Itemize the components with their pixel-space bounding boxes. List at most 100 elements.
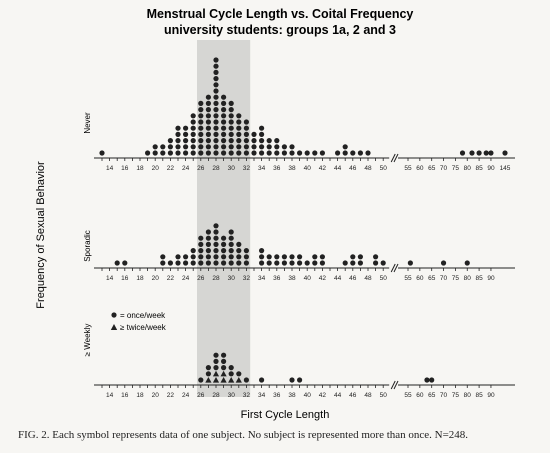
axis-break-mark (393, 153, 399, 163)
data-point (476, 150, 482, 156)
data-point (213, 254, 219, 260)
data-point (160, 254, 166, 260)
data-point (198, 235, 204, 241)
x-tick-label: 65 (428, 392, 436, 399)
data-point (205, 371, 211, 377)
data-point (335, 150, 341, 156)
data-point (205, 254, 211, 260)
x-tick-label: 32 (243, 275, 251, 282)
data-point (243, 138, 249, 144)
x-tick-label: 34 (258, 275, 266, 282)
data-point (198, 131, 204, 137)
x-tick-label: 46 (349, 165, 357, 172)
data-point (464, 260, 470, 266)
data-point (183, 125, 189, 131)
x-axis-label: First Cycle Length (241, 409, 330, 421)
data-point (183, 144, 189, 150)
data-point-twice-weekly (212, 377, 220, 383)
x-tick-label: 20 (152, 165, 160, 172)
data-point (289, 254, 295, 260)
x-tick-label: 90 (487, 392, 495, 399)
data-point (122, 260, 128, 266)
data-point (281, 254, 287, 260)
x-tick-label: 38 (288, 392, 296, 399)
x-tick-label: 80 (464, 275, 472, 282)
data-point (289, 150, 295, 156)
data-point (274, 138, 280, 144)
data-point (373, 254, 379, 260)
data-point (274, 150, 280, 156)
data-point (167, 260, 173, 266)
x-tick-label: 42 (319, 392, 327, 399)
data-point (114, 260, 120, 266)
axis-break-mark (393, 263, 399, 273)
data-point (228, 241, 234, 247)
data-point (205, 229, 211, 235)
x-tick-label: 18 (136, 392, 144, 399)
x-tick-label: 36 (273, 392, 281, 399)
x-tick-label: 22 (167, 165, 175, 172)
data-point (183, 254, 189, 260)
legend-twice-label: ≥ twice/week (120, 323, 167, 332)
chart-title-line1: Menstrual Cycle Length vs. Coital Freque… (147, 7, 414, 21)
data-point (243, 248, 249, 254)
data-point (221, 144, 227, 150)
data-point (175, 254, 181, 260)
data-point (213, 235, 219, 241)
x-tick-label: 34 (258, 392, 266, 399)
data-point (259, 144, 265, 150)
x-tick-label: 16 (121, 275, 129, 282)
data-point (281, 260, 287, 266)
data-point (297, 150, 303, 156)
x-tick-label: 18 (136, 275, 144, 282)
x-tick-label: 24 (182, 165, 190, 172)
data-point (205, 260, 211, 266)
data-point (483, 150, 489, 156)
data-point (213, 223, 219, 229)
data-point (259, 377, 265, 383)
data-point (221, 119, 227, 125)
data-point (221, 235, 227, 241)
data-point (190, 248, 196, 254)
data-point (213, 131, 219, 137)
data-point (357, 260, 363, 266)
panel-label-never: Never (83, 112, 92, 134)
data-point (251, 131, 257, 137)
panel-sporadic: 14 16 18 20 22 24 26 28 30 32 34 36 38 40 42 44 46 48 50 55… (94, 223, 515, 282)
data-point (236, 254, 242, 260)
data-point (488, 150, 494, 156)
x-tick-label: 145 (500, 165, 511, 172)
data-point (251, 150, 257, 156)
data-point (357, 254, 363, 260)
data-point-twice-weekly (235, 377, 242, 383)
data-point (190, 260, 196, 266)
x-tick-label: 75 (452, 392, 460, 399)
data-point (304, 150, 310, 156)
data-point (190, 125, 196, 131)
x-tick-label: 80 (464, 392, 472, 399)
data-point (167, 144, 173, 150)
data-point (213, 241, 219, 247)
data-point (190, 254, 196, 260)
data-point (205, 94, 211, 100)
x-tick-label: 26 (197, 275, 205, 282)
data-point (198, 248, 204, 254)
data-point (236, 248, 242, 254)
x-tick-label: 40 (304, 275, 312, 282)
x-tick-label: 85 (475, 275, 483, 282)
x-tick-label: 18 (136, 165, 144, 172)
data-point (350, 260, 356, 266)
data-point (228, 138, 234, 144)
data-point (274, 254, 280, 260)
x-tick-label: 22 (167, 392, 175, 399)
data-point (342, 150, 348, 156)
x-tick-label: 90 (487, 165, 495, 172)
chart-title-line2: university students: groups 1a, 2 and 3 (164, 23, 396, 37)
x-tick-label: 70 (440, 275, 448, 282)
data-point (205, 248, 211, 254)
data-point (259, 131, 265, 137)
data-point (190, 113, 196, 119)
data-point (221, 150, 227, 156)
x-tick-label: 34 (258, 165, 266, 172)
data-point (175, 131, 181, 137)
